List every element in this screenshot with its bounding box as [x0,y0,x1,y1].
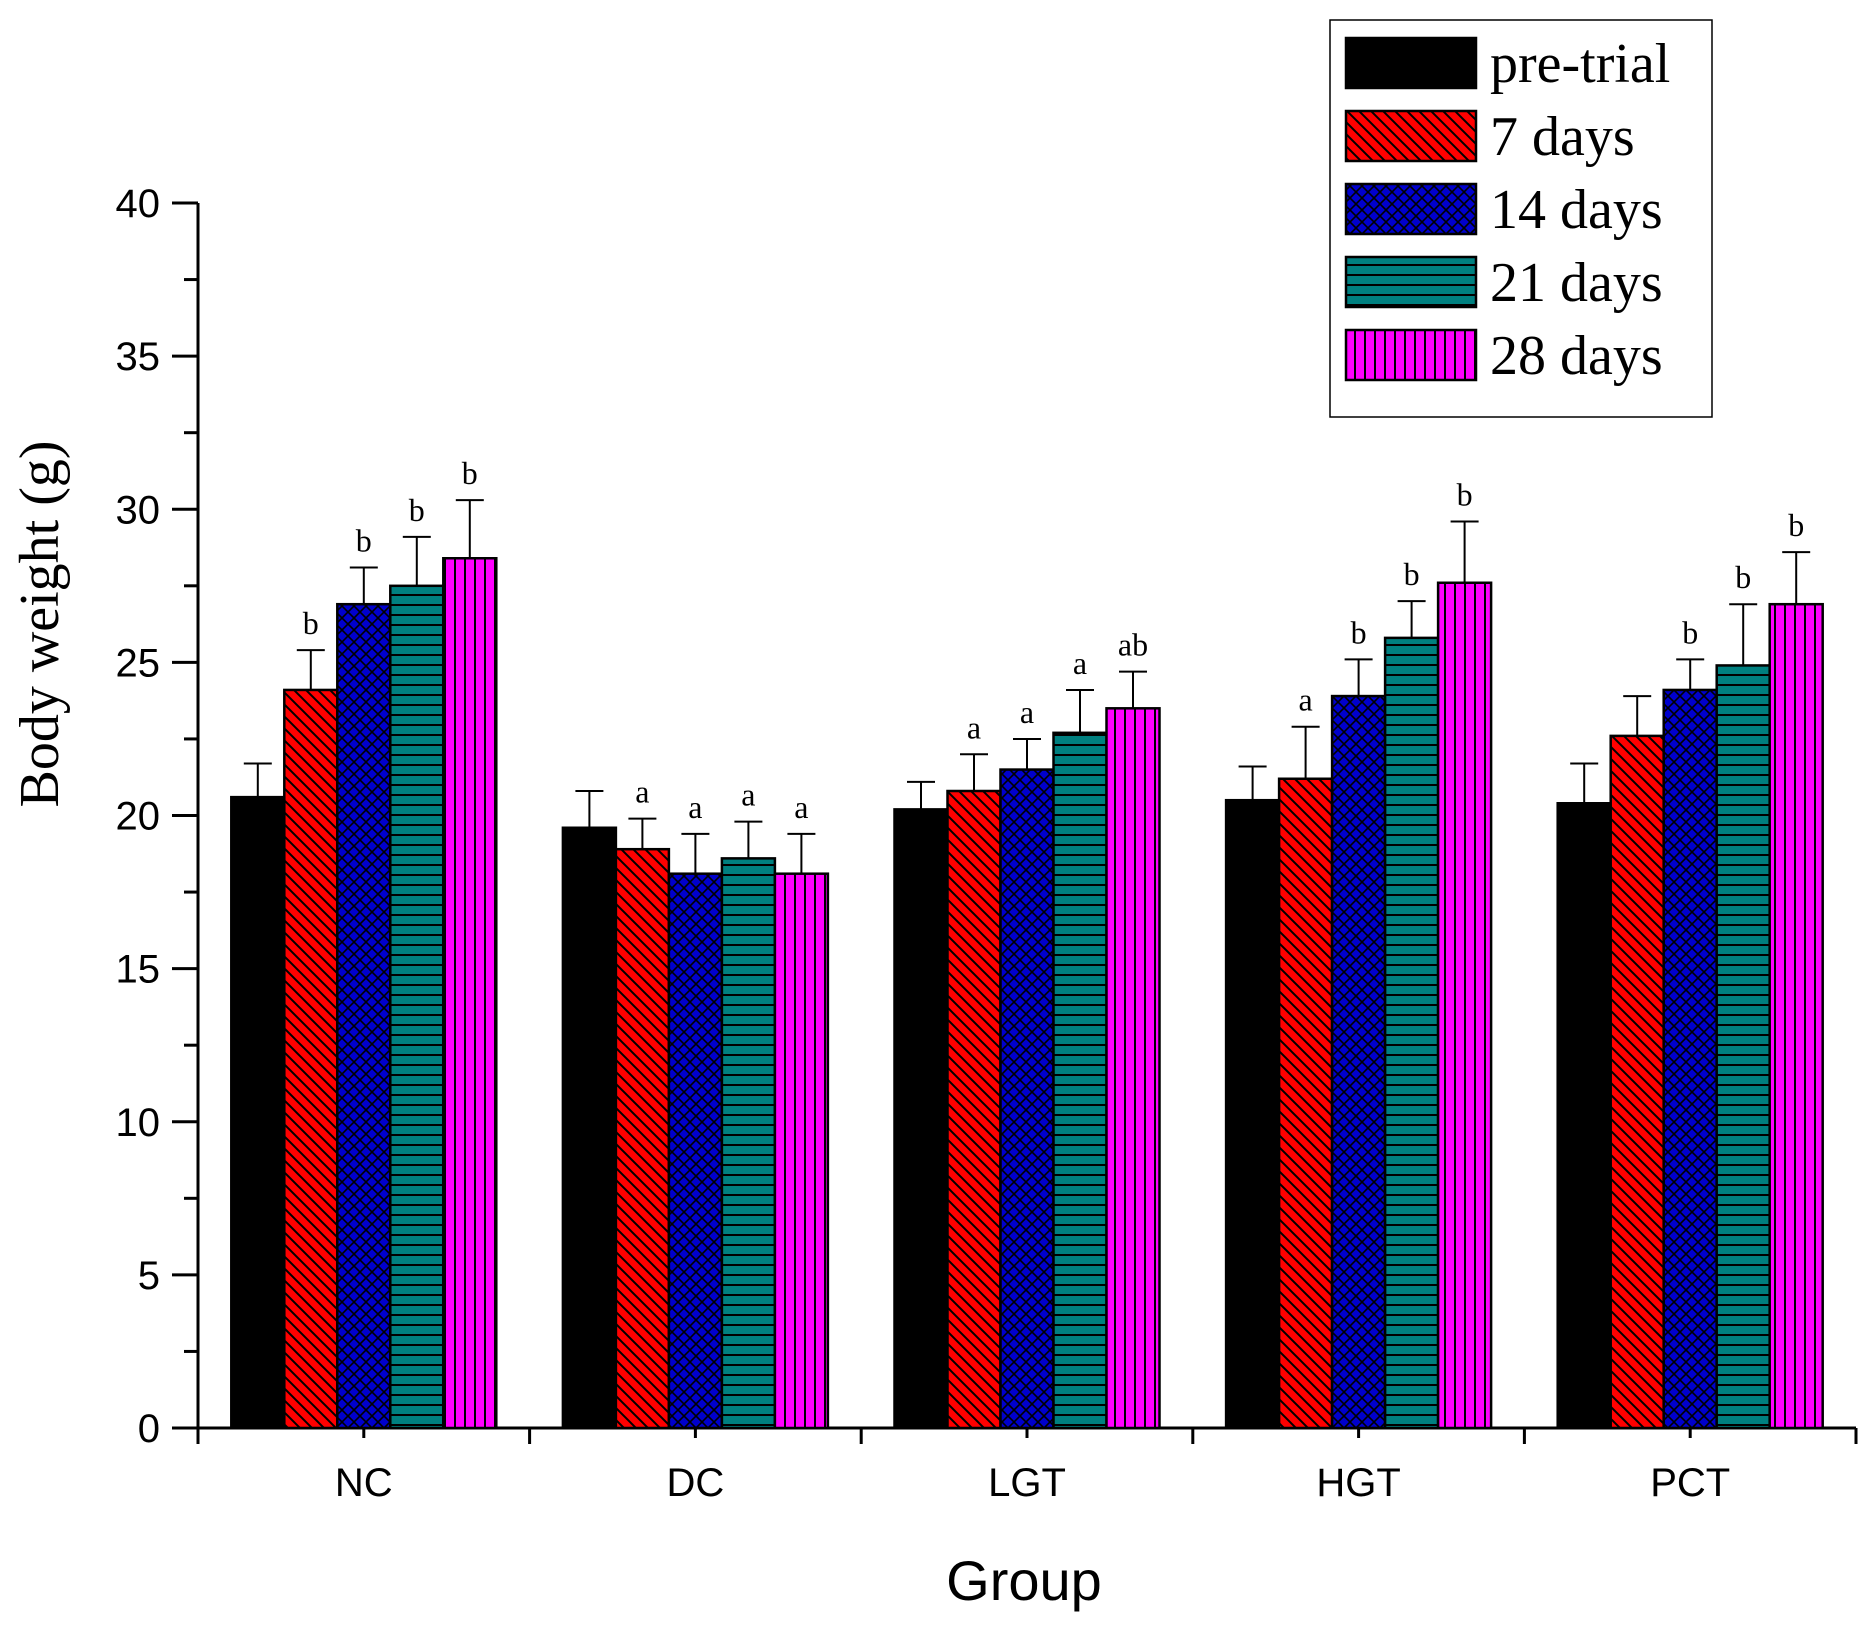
bar [999,768,1055,1430]
significance-label: a [1298,682,1312,718]
x-tick-label: DC [667,1461,725,1505]
bar [1052,731,1108,1430]
bar [1277,777,1334,1430]
y-tick-label: 35 [116,335,161,379]
x-tick-label: LGT [988,1461,1066,1505]
bar [1768,602,1824,1430]
x-tick-label: NC [335,1461,393,1505]
bar [1556,802,1612,1430]
bar [614,847,671,1430]
legend-label: 14 days [1490,179,1663,241]
significance-label: a [741,777,755,813]
bar [1383,636,1440,1430]
y-tick-label: 25 [116,641,161,685]
legend-swatch [1344,255,1478,309]
legend-swatch [1344,36,1478,90]
bar [1224,798,1281,1430]
legend: pre-trial 7 days 14 days 21 days 28 days [1329,19,1713,418]
significance-label: b [356,522,372,558]
y-tick-label: 10 [116,1101,161,1145]
legend-label: 21 days [1490,252,1663,314]
bar [336,602,392,1430]
legend-swatch [1344,109,1478,163]
significance-label: a [635,774,649,810]
significance-label: b [1457,477,1473,513]
significance-label: a [1073,645,1087,681]
bar [893,808,949,1430]
bar [946,789,1002,1430]
significance-label: b [1788,507,1804,543]
bar [667,872,724,1430]
significance-label: b [1682,614,1698,650]
error-bars [243,499,1811,874]
significance-label: b [409,492,425,528]
significance-label: b [1404,556,1420,592]
significance-label: ab [1118,627,1148,663]
bar [1436,581,1493,1430]
significance-label: a [688,789,702,825]
significance-label: b [303,605,319,641]
x-axis-title: Group [946,1549,1102,1612]
bars [230,557,1824,1430]
significance-label: a [794,789,808,825]
bar [1715,664,1771,1430]
y-axis-title: Body weight (g) [9,440,71,807]
bar [773,872,830,1430]
bar [389,584,445,1430]
y-tick-label: 0 [138,1407,160,1451]
bar [720,857,777,1430]
bar [561,826,618,1430]
significance-label: a [1020,694,1034,730]
y-tick-label: 40 [116,182,161,226]
y-tick-label: 5 [138,1254,160,1298]
y-tick-label: 15 [116,948,161,992]
legend-label: 28 days [1490,325,1663,387]
legend-label: 7 days [1490,106,1635,168]
significance-label: b [1735,559,1751,595]
bar [1662,688,1718,1430]
bar [1330,694,1387,1430]
y-tick-label: 20 [116,795,161,839]
bar [442,557,498,1430]
bar [283,688,339,1430]
legend-swatch [1344,328,1478,382]
significance-label: a [967,709,981,745]
y-tick-label: 30 [116,488,161,532]
legend-swatch [1344,182,1478,236]
tick-labels: 0 5 10 15 20 25 30 35 40 NC DC LGT HGT PCT [116,182,1731,1505]
bar [230,795,286,1430]
x-tick-label: HGT [1316,1461,1400,1505]
significance-label: b [1351,614,1367,650]
x-tick-label: PCT [1650,1461,1730,1505]
bar [1609,734,1665,1430]
bar [1105,707,1161,1430]
legend-label: pre-trial [1490,33,1670,95]
significance-label: b [462,455,478,491]
